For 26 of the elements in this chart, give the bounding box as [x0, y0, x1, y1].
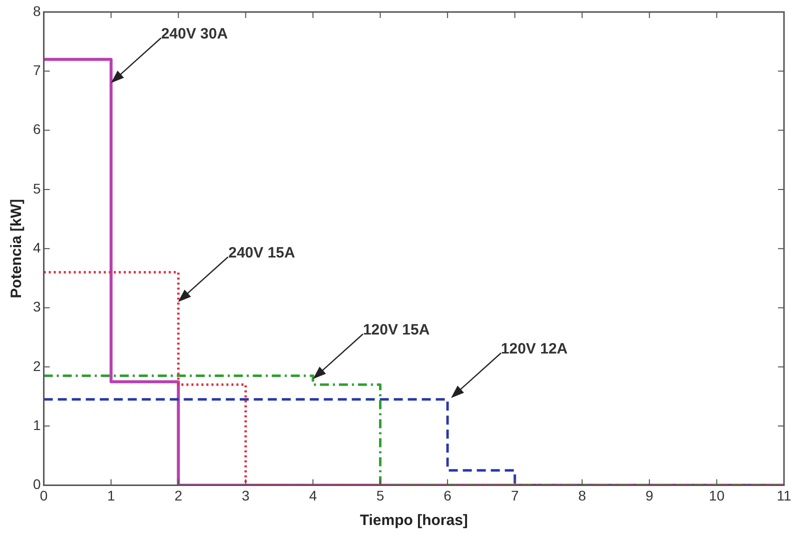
x-axis-title: Tiempo [horas]	[360, 512, 468, 530]
x-tick-label: 5	[376, 487, 384, 504]
y-tick-label: 6	[32, 121, 41, 138]
y-tick-label: 1	[32, 416, 41, 433]
annotation: 240V 15A	[228, 244, 296, 262]
x-tick-label: 10	[708, 487, 725, 504]
y-tick-label: 4	[32, 239, 41, 256]
x-tick-label: 7	[510, 487, 519, 504]
annotation: 120V 12A	[500, 340, 568, 358]
y-axis-title: Potencia [kW]	[8, 199, 26, 298]
annotation: 120V 15A	[362, 321, 430, 338]
y-tick-label: 8	[32, 2, 41, 19]
y-tick-label: 0	[32, 476, 41, 492]
x-tick-label: 9	[646, 487, 654, 504]
x-tick-label: 6	[444, 487, 452, 504]
annotation: 240V 30A	[161, 26, 228, 43]
y-tick-label: 2	[32, 358, 41, 374]
x-tick-label: 8	[578, 487, 586, 504]
y-tick-label: 3	[32, 298, 41, 315]
x-tick-label: 3	[242, 487, 250, 504]
x-tick-label: 2	[174, 487, 182, 504]
x-tick-label: 1	[107, 487, 116, 504]
x-tick-label: 4	[309, 487, 318, 504]
x-tick-label: 11	[776, 487, 792, 504]
y-tick-label: 5	[32, 180, 41, 196]
y-tick-label: 7	[32, 62, 41, 78]
